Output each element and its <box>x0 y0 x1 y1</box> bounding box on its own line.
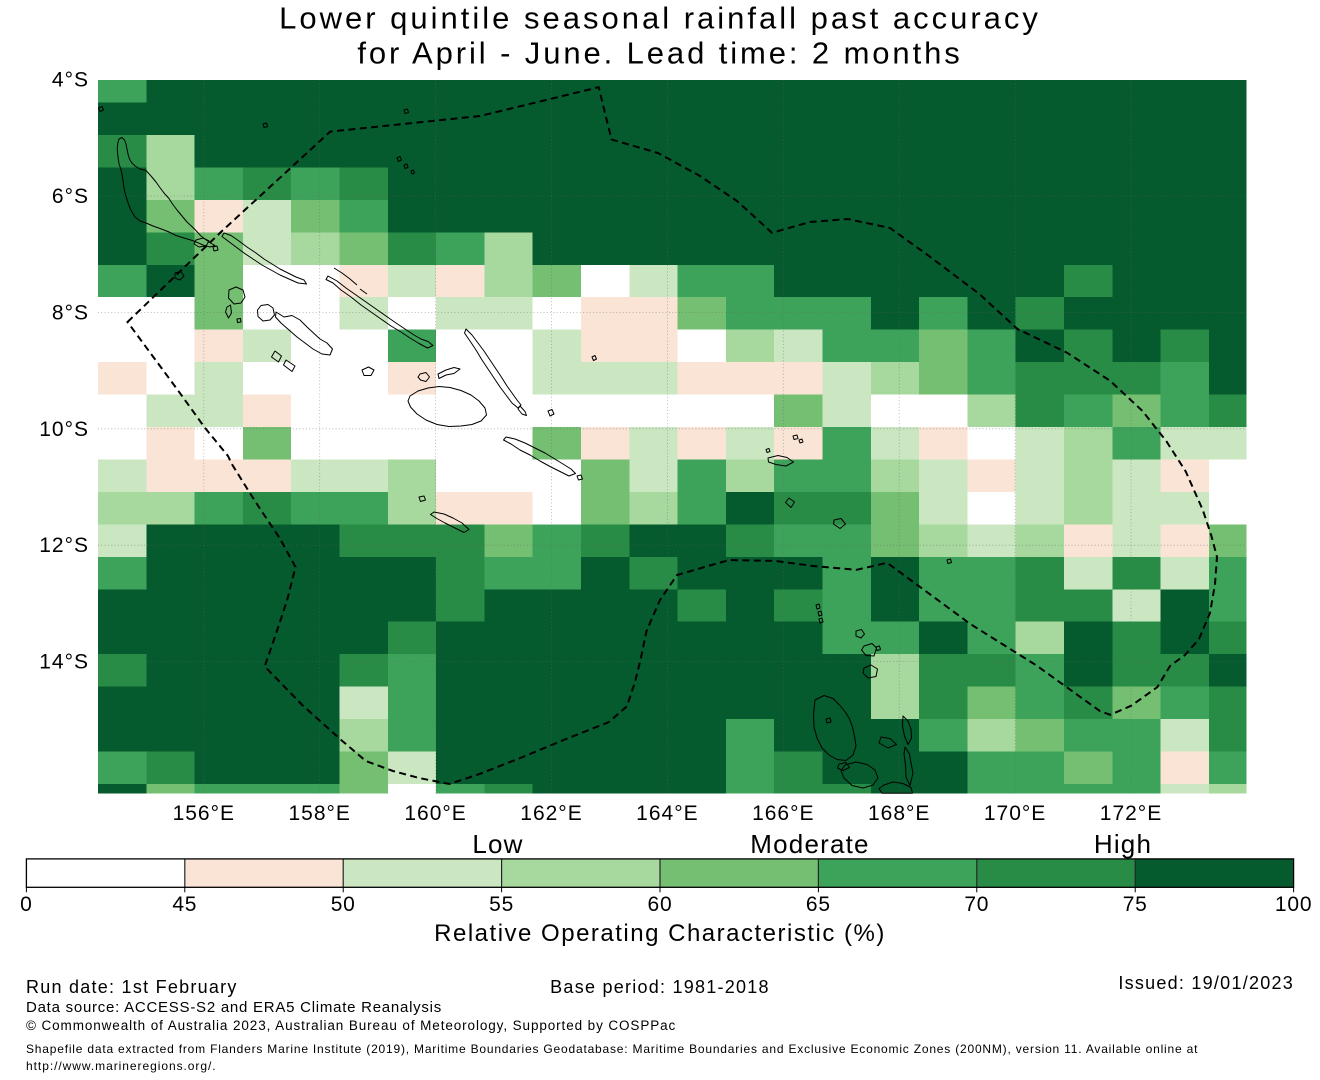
svg-text:75: 75 <box>1123 893 1148 916</box>
svg-text:http://www.marineregions.org/.: http://www.marineregions.org/. <box>26 1059 217 1073</box>
svg-text:Run date: 1st February: Run date: 1st February <box>26 977 238 997</box>
svg-text:166°E: 166°E <box>752 802 814 825</box>
svg-text:50: 50 <box>331 893 356 916</box>
svg-text:© Commonwealth of Australia 20: © Commonwealth of Australia 2023, Austra… <box>26 1018 676 1033</box>
svg-text:65: 65 <box>806 893 831 916</box>
svg-text:Moderate: Moderate <box>750 829 869 859</box>
svg-text:Base period: 1981-2018: Base period: 1981-2018 <box>550 977 770 997</box>
svg-text:6°S: 6°S <box>52 185 89 208</box>
svg-text:Lower quintile seasonal rainfa: Lower quintile seasonal rainfall past ac… <box>279 1 1041 36</box>
svg-text:168°E: 168°E <box>868 802 930 825</box>
svg-text:Low: Low <box>472 829 523 859</box>
svg-text:60: 60 <box>648 893 673 916</box>
svg-text:162°E: 162°E <box>520 802 582 825</box>
svg-text:Issued: 19/01/2023: Issued: 19/01/2023 <box>1118 973 1294 993</box>
svg-text:14°S: 14°S <box>39 651 89 674</box>
svg-text:Shapefile data extracted from: Shapefile data extracted from Flanders M… <box>26 1042 1198 1056</box>
svg-text:160°E: 160°E <box>404 802 466 825</box>
svg-text:10°S: 10°S <box>39 418 89 441</box>
svg-text:High: High <box>1094 829 1152 859</box>
svg-text:8°S: 8°S <box>52 301 89 324</box>
svg-text:55: 55 <box>489 893 514 916</box>
svg-text:0: 0 <box>20 893 32 916</box>
svg-text:12°S: 12°S <box>39 534 89 557</box>
svg-text:45: 45 <box>172 893 197 916</box>
svg-text:Relative Operating Characteris: Relative Operating Characteristic (%) <box>434 920 886 947</box>
svg-text:172°E: 172°E <box>1100 802 1162 825</box>
svg-text:100: 100 <box>1275 893 1312 916</box>
svg-text:158°E: 158°E <box>288 802 350 825</box>
svg-text:156°E: 156°E <box>173 802 235 825</box>
svg-text:4°S: 4°S <box>52 69 89 92</box>
svg-text:Data source: ACCESS-S2 and ERA: Data source: ACCESS-S2 and ERA5 Climate … <box>26 999 442 1016</box>
svg-text:170°E: 170°E <box>984 802 1046 825</box>
svg-text:for April - June. Lead time: 2: for April - June. Lead time: 2 months <box>357 36 962 71</box>
svg-text:70: 70 <box>964 893 989 916</box>
svg-text:164°E: 164°E <box>636 802 698 825</box>
